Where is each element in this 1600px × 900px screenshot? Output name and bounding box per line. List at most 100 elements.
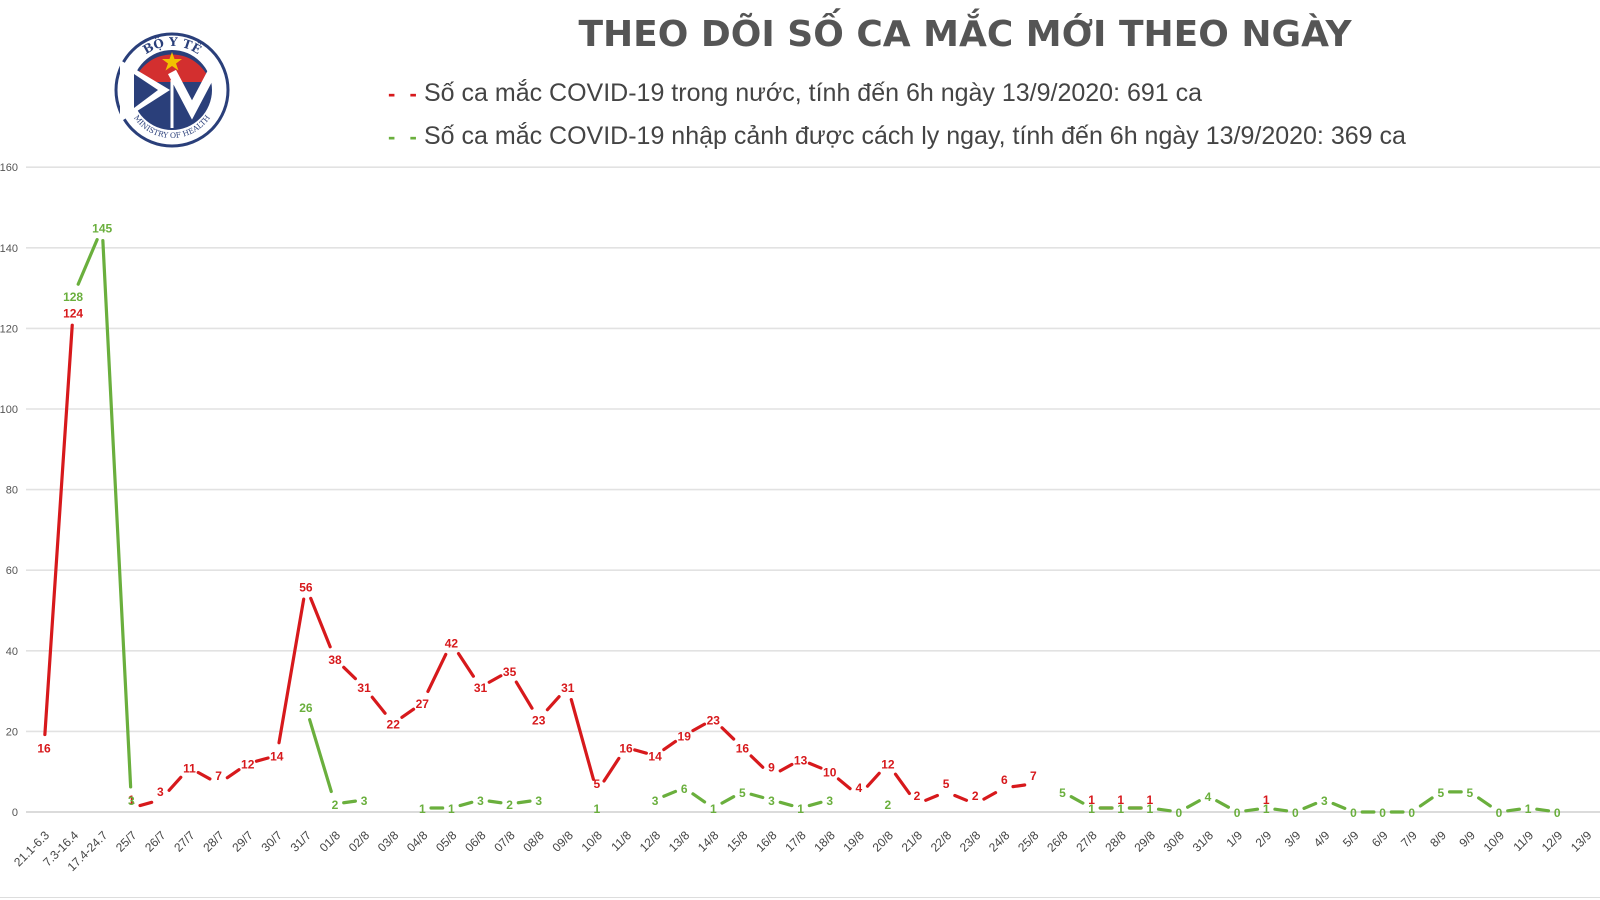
series-0-segment [225, 768, 241, 780]
x-tick-label: 13/9 [1568, 828, 1595, 855]
data-label: 42 [445, 637, 459, 651]
data-label: 10 [823, 766, 837, 780]
x-tick-label: 3/9 [1282, 828, 1304, 850]
x-tick-label: 28/7 [200, 828, 227, 855]
x-tick-label: 13/8 [666, 828, 693, 855]
data-label: 3 [128, 794, 135, 808]
series-1-segment [458, 800, 474, 808]
data-label: 3 [535, 794, 542, 808]
data-label: 31 [357, 681, 371, 695]
x-tick-label: 29/8 [1132, 828, 1159, 855]
data-label: 14 [648, 750, 662, 764]
x-tick-label: 26/7 [142, 828, 169, 855]
y-tick-label: 160 [0, 162, 18, 174]
x-tick-label: 20/8 [870, 828, 897, 855]
x-tick-label: 25/8 [1015, 828, 1042, 855]
data-labels: 1612413117121456383122274231352331516141… [37, 222, 1561, 820]
x-tick-label: 25/7 [113, 828, 140, 855]
data-label: 2 [506, 798, 513, 812]
data-label: 1 [1117, 793, 1124, 807]
data-label: 1 [419, 802, 426, 816]
x-tick-label: 11/9 [1510, 828, 1536, 854]
series-0-segment [196, 770, 212, 781]
series-0-segment [138, 800, 154, 808]
series-1-segment [487, 799, 503, 805]
x-tick-label: 2/9 [1253, 828, 1275, 850]
data-label: 3 [361, 794, 368, 808]
x-tick-label: 08/8 [520, 828, 547, 855]
x-tick-label: 18/8 [811, 828, 838, 855]
data-label: 38 [328, 653, 342, 667]
data-label: 1 [448, 802, 455, 816]
data-label: 0 [1234, 806, 1241, 820]
data-label: 1 [1146, 793, 1153, 807]
data-label: 35 [503, 665, 517, 679]
x-tick-label: 06/8 [462, 828, 489, 855]
series-0-segment [953, 793, 969, 802]
x-tick-label: 6/9 [1369, 828, 1391, 850]
series-1-segment [308, 718, 333, 794]
y-tick-label: 140 [0, 243, 18, 255]
series-lines [43, 238, 1551, 814]
x-tick-label: 30/7 [259, 828, 286, 855]
series-0-segment [456, 652, 475, 678]
x-tick-label: 16/8 [753, 828, 780, 855]
x-tick-label: 02/8 [346, 828, 373, 855]
data-label: 12 [241, 758, 255, 772]
data-label: 31 [474, 681, 488, 695]
series-0-segment [514, 680, 534, 710]
bottom-divider [0, 897, 1600, 898]
series-1-segment [1156, 807, 1172, 813]
data-label: 128 [63, 290, 83, 304]
data-label: 31 [561, 681, 575, 695]
x-tick-label: 9/9 [1456, 828, 1478, 850]
series-0-segment [569, 697, 596, 781]
data-label: 22 [387, 717, 401, 731]
data-label: 0 [1350, 806, 1357, 820]
svg-text:BỘ Y TẾ: BỘ Y TẾ [140, 34, 205, 57]
data-label: 9 [768, 761, 775, 775]
x-tick-label: 27/8 [1073, 828, 1100, 855]
series-0-segment [662, 739, 678, 752]
series-0-segment [43, 323, 74, 737]
series-1-segment [1215, 799, 1230, 809]
x-tick-label: 26/8 [1044, 828, 1071, 855]
x-tick-label: 12/8 [637, 828, 664, 855]
series-1-segment [1273, 807, 1289, 813]
y-tick-label: 20 [6, 726, 18, 738]
x-tick-label: 23/8 [957, 828, 984, 855]
series-0-segment [309, 596, 332, 649]
series-0-segment [254, 756, 270, 763]
x-tick-label: 21/8 [899, 828, 926, 855]
series-1-segment [1331, 801, 1347, 810]
data-label: 5 [1059, 786, 1066, 800]
x-tick-label: 1/9 [1224, 828, 1246, 850]
series-0-segment [545, 695, 561, 712]
series-0-segment [633, 748, 648, 755]
y-axis-ticks: 0 20 40 60 80 100 120 140 160 [0, 162, 18, 819]
x-tick-label: 03/8 [375, 828, 402, 855]
data-label: 16 [619, 742, 633, 756]
data-label: 56 [299, 580, 313, 594]
x-tick-label: 09/8 [550, 828, 577, 855]
logo-top-text: BỘ Y TẾ [140, 34, 205, 57]
data-label: 27 [416, 697, 430, 711]
x-tick-label: 4/9 [1311, 828, 1333, 850]
series-0-segment [1011, 783, 1027, 789]
series-0-segment [865, 771, 881, 788]
data-label: 5 [739, 786, 746, 800]
x-tick-label: 7/9 [1398, 828, 1420, 850]
data-label: 0 [1496, 806, 1503, 820]
data-label: 3 [652, 794, 659, 808]
data-label: 1 [1146, 802, 1153, 816]
data-label: 1 [797, 802, 804, 816]
data-label: 16 [37, 742, 51, 756]
data-label: 0 [1292, 806, 1299, 820]
data-label: 5 [594, 777, 601, 791]
series-0-segment [691, 722, 707, 733]
data-label: 11 [183, 762, 196, 776]
x-tick-label: 01/8 [317, 828, 344, 855]
data-label: 0 [1408, 806, 1415, 820]
data-label: 1 [1525, 802, 1532, 816]
series-0-segment [342, 665, 357, 681]
